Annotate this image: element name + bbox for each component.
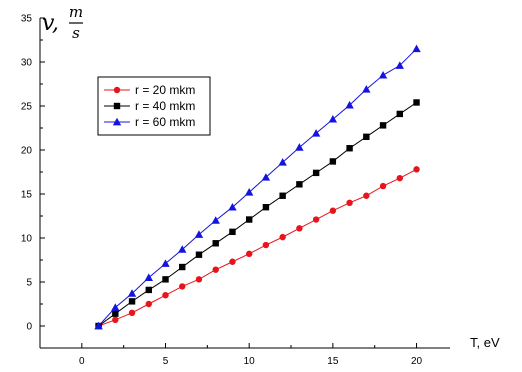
data-point (244, 188, 254, 196)
legend: r = 20 mkm r = 40 mkm r = 60 mkm (97, 76, 211, 136)
data-point (346, 145, 353, 152)
data-point (111, 303, 120, 311)
legend-item: r = 20 mkm (104, 83, 195, 97)
x-tick-label: 10 (244, 356, 256, 367)
data-point (261, 173, 271, 181)
data-point (295, 143, 304, 151)
data-point (229, 228, 236, 236)
data-point (296, 181, 303, 188)
y-tick-label: 30 (21, 58, 33, 69)
legend-label: r = 60 mkm (135, 115, 195, 129)
series-3 (94, 44, 421, 330)
data-point (94, 321, 103, 330)
data-point (211, 216, 220, 224)
legend-label: r = 20 mkm (135, 83, 195, 97)
y-tick-label: 35 (21, 14, 33, 25)
plot-area (94, 44, 421, 330)
data-point (178, 245, 187, 253)
y-axis-title: v, m s (42, 3, 83, 42)
y-axis-unit-denominator: s (72, 24, 80, 42)
x-axis-title: T, eV (470, 335, 500, 350)
legend-item: r = 60 mkm (104, 115, 195, 129)
data-point (379, 182, 387, 190)
data-point (245, 250, 253, 258)
data-point (179, 283, 186, 290)
data-point (279, 233, 286, 241)
y-tick-label: 10 (21, 234, 33, 245)
ticks: 0 5 10 15 20 25 30 35 0 5 10 15 20 (21, 14, 423, 368)
data-point (179, 263, 186, 271)
y-axis-symbol: v, (42, 11, 59, 36)
axes (39, 18, 450, 349)
series-1 (95, 166, 420, 330)
y-tick-label: 0 (26, 322, 32, 333)
data-point (161, 259, 170, 267)
y-tick-label: 5 (26, 278, 32, 289)
data-point (312, 216, 320, 223)
data-point (262, 241, 270, 249)
data-point (145, 286, 152, 294)
data-point (311, 129, 321, 137)
data-point (144, 273, 153, 281)
data-point (162, 276, 169, 283)
data-point (363, 192, 370, 199)
data-point (329, 207, 337, 214)
data-point (278, 158, 287, 166)
data-point (329, 158, 337, 165)
legend-marker (113, 86, 121, 94)
data-point (194, 230, 204, 238)
x-tick-label: 5 (163, 356, 169, 367)
data-point (363, 133, 370, 140)
data-point (245, 216, 253, 223)
data-point (413, 166, 420, 173)
legend-marker (113, 102, 121, 110)
x-tick-label: 0 (79, 356, 85, 367)
data-point (112, 316, 119, 324)
y-axis-unit-numerator: m (69, 3, 83, 21)
data-point (362, 85, 371, 93)
data-point (412, 44, 421, 53)
data-point (128, 309, 136, 316)
data-point (379, 122, 387, 129)
data-point (328, 115, 338, 123)
y-tick-label: 25 (21, 102, 33, 113)
data-point (195, 251, 203, 258)
data-point (413, 99, 420, 106)
data-point (112, 310, 119, 317)
data-point (378, 71, 388, 79)
legend-marker (112, 117, 122, 126)
data-point (145, 300, 152, 308)
x-tick-label: 20 (411, 356, 423, 367)
data-point (127, 289, 137, 297)
data-point (279, 192, 286, 199)
y-tick-label: 15 (21, 190, 33, 201)
data-point (396, 174, 403, 182)
legend-label: r = 40 mkm (135, 99, 195, 113)
y-tick-label: 20 (21, 146, 33, 157)
data-point (262, 204, 270, 211)
data-point (346, 199, 353, 206)
data-point (296, 225, 303, 232)
data-point (212, 240, 219, 247)
legend-item: r = 40 mkm (104, 99, 195, 113)
data-point (162, 292, 169, 299)
x-tick-label: 15 (327, 356, 339, 367)
data-point (195, 276, 203, 283)
data-point (229, 258, 236, 265)
data-point (128, 298, 136, 305)
data-point (396, 110, 403, 118)
data-point (212, 266, 219, 273)
data-point (312, 169, 320, 177)
data-point (395, 61, 404, 69)
data-point (228, 203, 237, 211)
series-2 (95, 99, 420, 330)
data-point (345, 100, 354, 109)
